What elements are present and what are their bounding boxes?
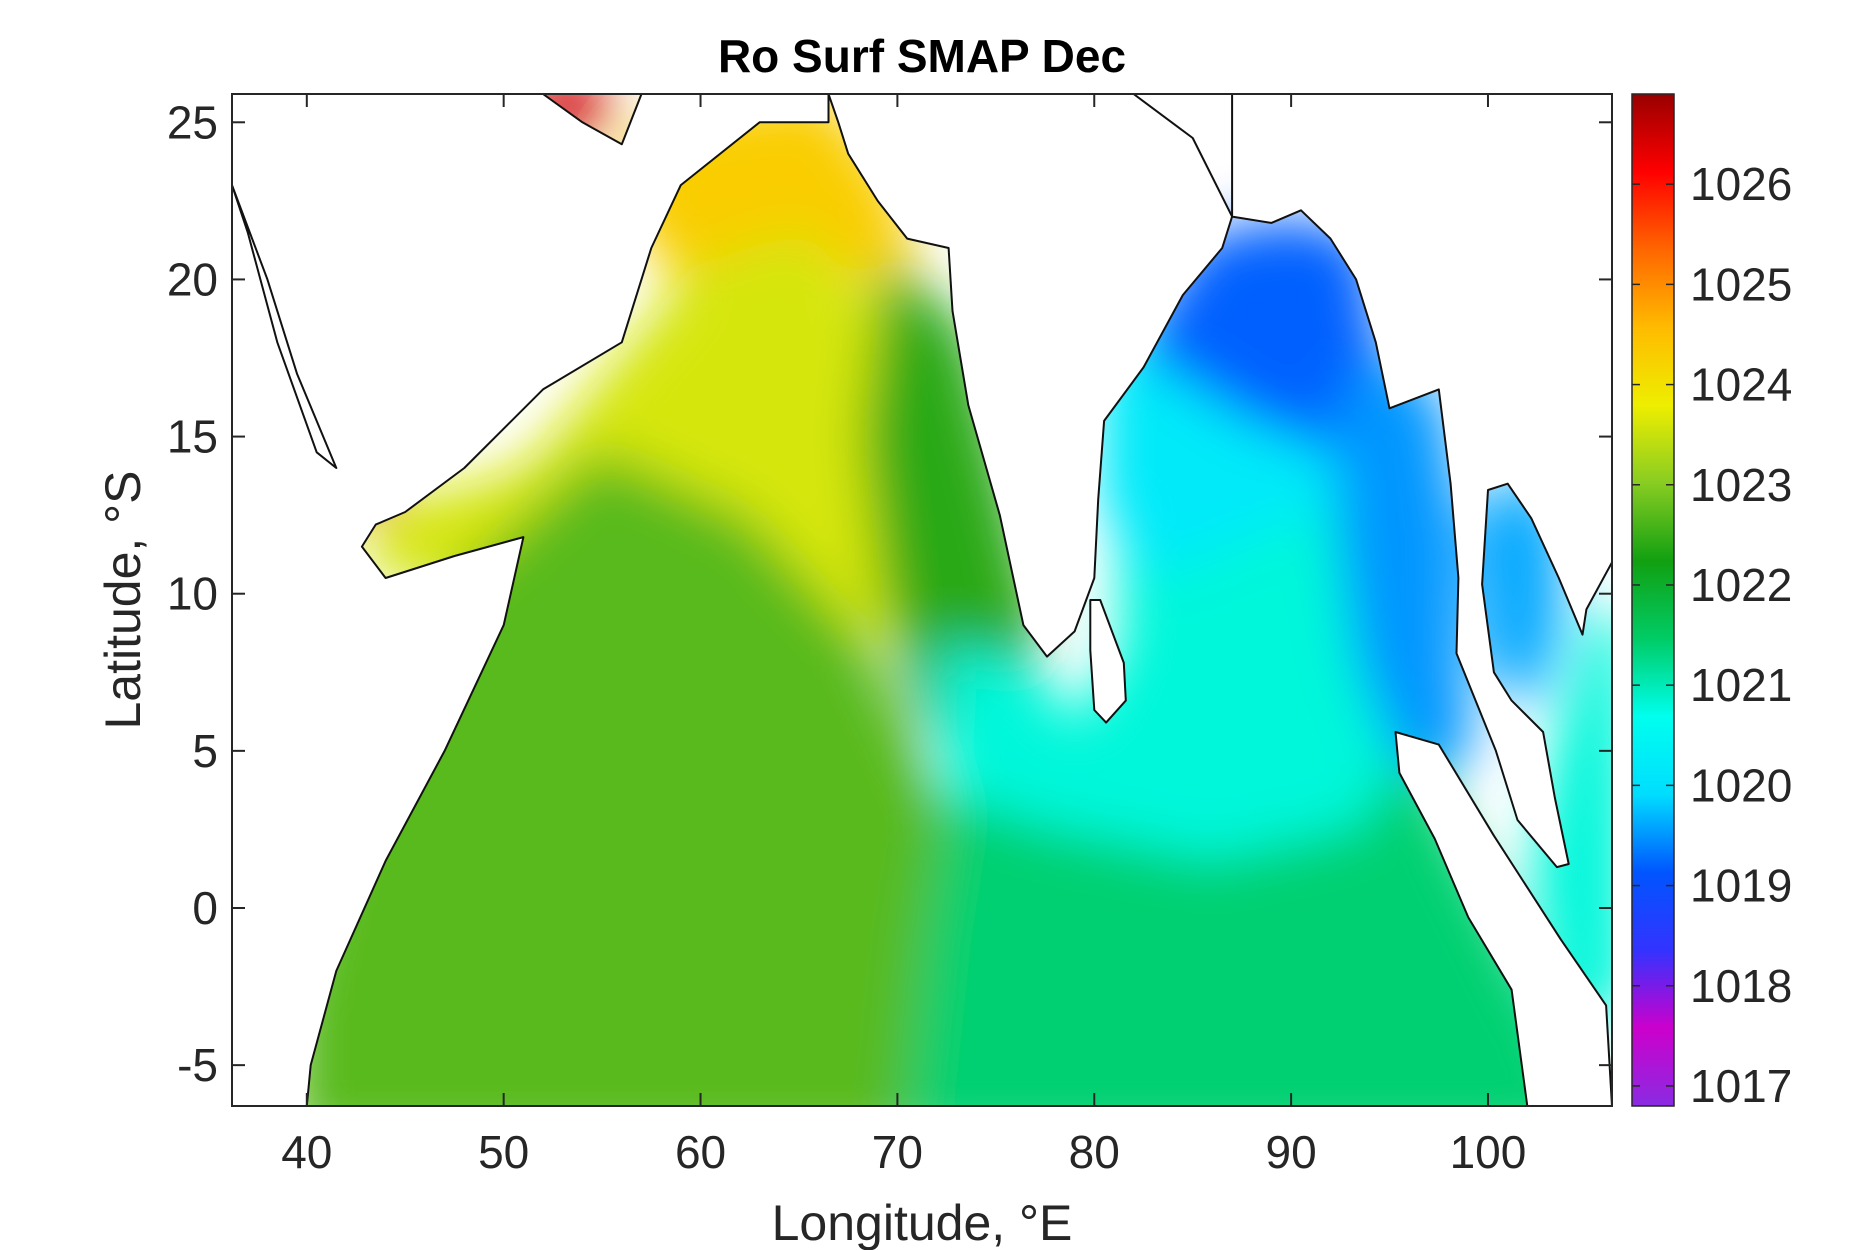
colorbar-tick-label: 1021 [1690,659,1792,711]
land-sumatra [1394,731,1612,1106]
y-tick-label: -5 [177,1039,218,1091]
colorbar-tick-label: 1022 [1690,559,1792,611]
plot-frame [231,93,1613,1107]
colorbar-tick-label: 1019 [1690,860,1792,912]
colorbar: 1017 1018 1019 1020 1021 1022 1023 1024 1025 1026 [1631,93,1792,1112]
x-axis-label: Longitude, °E [772,1195,1073,1250]
colorbar-ticks: 1017 1018 1019 1020 1021 1022 1023 1024 1025 1026 [1632,158,1792,1112]
colorbar-tick-label: 1018 [1690,960,1792,1012]
plot-area [232,94,1612,1106]
x-tick-label: 90 [1266,1126,1317,1178]
y-axis-ticks: -5 0 5 10 15 20 25 [167,96,1612,1091]
land-myanmar-thailand [1231,94,1612,869]
x-axis-ticks: 40 50 60 70 80 90 100 [281,94,1526,1178]
ocean-field-northern-bay-of-bengal [1138,217,1385,452]
land-africa-arabia [232,94,830,1106]
y-tick-label: 20 [167,253,218,305]
x-tick-label: 50 [478,1126,529,1178]
land-masses [232,94,1612,1106]
x-tick-label: 40 [281,1126,332,1178]
colorbar-scale [1631,93,1675,1107]
y-tick-label: 25 [167,96,218,148]
colorbar-tick-label: 1023 [1690,459,1792,511]
x-tick-label: 60 [675,1126,726,1178]
y-tick-label: 5 [192,725,218,777]
colorbar-tick-label: 1025 [1690,258,1792,310]
chart-title: Ro Surf SMAP Dec [718,30,1126,82]
land-india [827,94,1234,658]
y-axis-label: Latitude, °S [95,470,151,729]
y-tick-label: 10 [167,568,218,620]
colorbar-tick-label: 1020 [1690,759,1792,811]
colorbar-tick-label: 1026 [1690,158,1792,210]
x-tick-label: 70 [872,1126,923,1178]
land-sri-lanka [1089,599,1127,724]
colorbar-tick-label: 1017 [1690,1060,1792,1112]
x-tick-label: 80 [1069,1126,1120,1178]
y-tick-label: 15 [167,411,218,463]
y-tick-label: 0 [192,882,218,934]
x-tick-label: 100 [1450,1126,1527,1178]
colorbar-tick-label: 1024 [1690,359,1792,411]
ocean-fields [232,94,1612,1106]
